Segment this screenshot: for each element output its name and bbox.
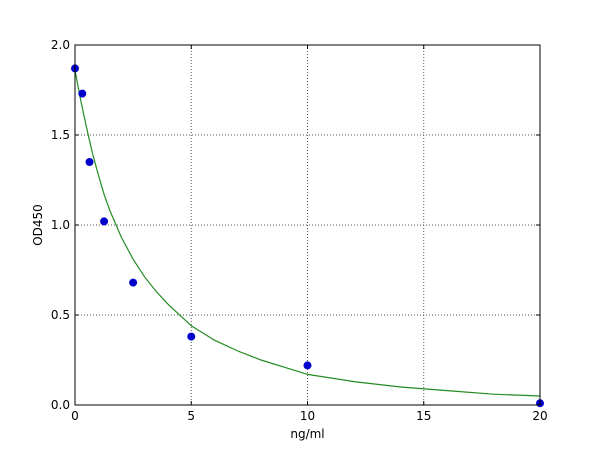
y-tick-label: 1.5 bbox=[51, 128, 70, 142]
grid-lines bbox=[75, 45, 540, 405]
y-tick-label: 2.0 bbox=[51, 38, 70, 52]
data-points-layer bbox=[71, 64, 544, 408]
y-tick-label: 0.5 bbox=[51, 308, 70, 322]
y-tick-label: 0.0 bbox=[51, 398, 70, 412]
data-point bbox=[187, 332, 196, 341]
axis-ticks: 0 5 10 15 20 0.0 0.5 1.0 1.5 2.0 bbox=[51, 38, 548, 423]
data-point bbox=[78, 89, 87, 98]
x-tick-label: 5 bbox=[187, 409, 195, 423]
data-point bbox=[100, 217, 109, 226]
x-tick-label: 10 bbox=[300, 409, 315, 423]
x-axis-label: ng/ml bbox=[290, 427, 324, 441]
data-point bbox=[303, 361, 312, 370]
y-tick-label: 1.0 bbox=[51, 218, 70, 232]
fit-curve-layer bbox=[74, 70, 541, 397]
y-axis-label: OD450 bbox=[31, 204, 45, 246]
data-point bbox=[85, 158, 94, 166]
fit-curve bbox=[74, 70, 541, 397]
x-tick-label: 15 bbox=[416, 409, 431, 423]
x-tick-label: 0 bbox=[71, 409, 79, 423]
x-tick-label: 20 bbox=[532, 409, 547, 423]
data-point bbox=[129, 278, 138, 287]
